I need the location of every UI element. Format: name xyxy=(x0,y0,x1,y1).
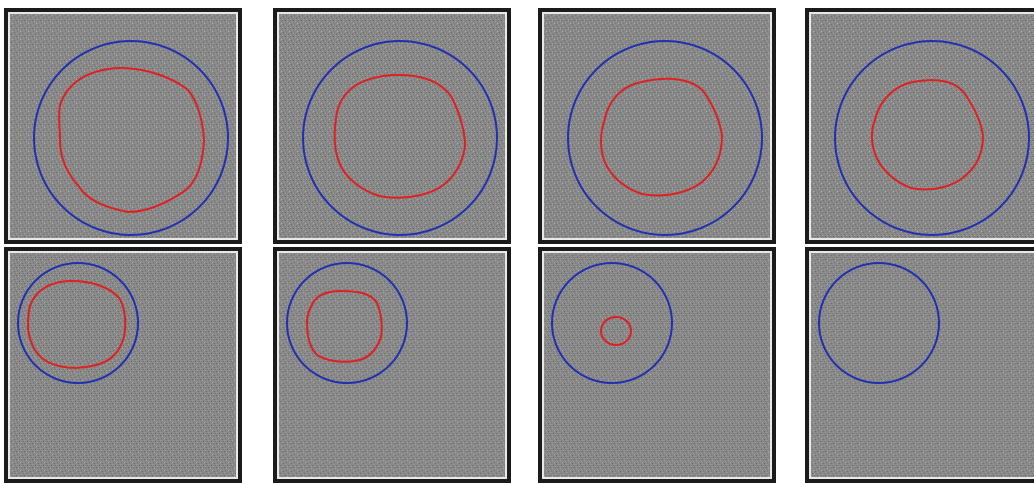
reference-circle xyxy=(834,40,1030,236)
reference-circle xyxy=(302,40,498,236)
segmentation-contour xyxy=(333,73,467,199)
panel-top-3-image xyxy=(542,12,772,240)
reference-circle xyxy=(286,262,408,384)
panel-top-1-image xyxy=(8,12,238,240)
panel-top-4-image xyxy=(809,12,1034,240)
reference-circle xyxy=(33,40,229,236)
panel-bottom-2 xyxy=(273,247,511,483)
panel-bottom-1-image xyxy=(8,251,238,479)
panel-bottom-2-image xyxy=(277,251,507,479)
reference-circle xyxy=(567,40,763,236)
panel-bottom-3-image xyxy=(542,251,772,479)
panel-top-3 xyxy=(538,8,776,244)
reference-circle xyxy=(551,262,673,384)
panel-top-4 xyxy=(805,8,1034,244)
panel-top-1 xyxy=(4,8,242,244)
panel-top-2-image xyxy=(277,12,507,240)
segmentation-contour xyxy=(871,79,985,191)
panel-bottom-1 xyxy=(4,247,242,483)
panel-top-2 xyxy=(273,8,511,244)
segmentation-contour xyxy=(600,77,724,197)
reference-circle xyxy=(818,262,940,384)
segmentation-contour xyxy=(305,289,383,363)
panel-bottom-4 xyxy=(805,247,1034,483)
panel-bottom-4-image xyxy=(809,251,1034,479)
reference-circle xyxy=(17,262,139,384)
segmentation-contour xyxy=(58,66,206,214)
panel-bottom-3 xyxy=(538,247,776,483)
segmentation-contour xyxy=(26,279,127,369)
segmentation-contour xyxy=(600,316,632,346)
